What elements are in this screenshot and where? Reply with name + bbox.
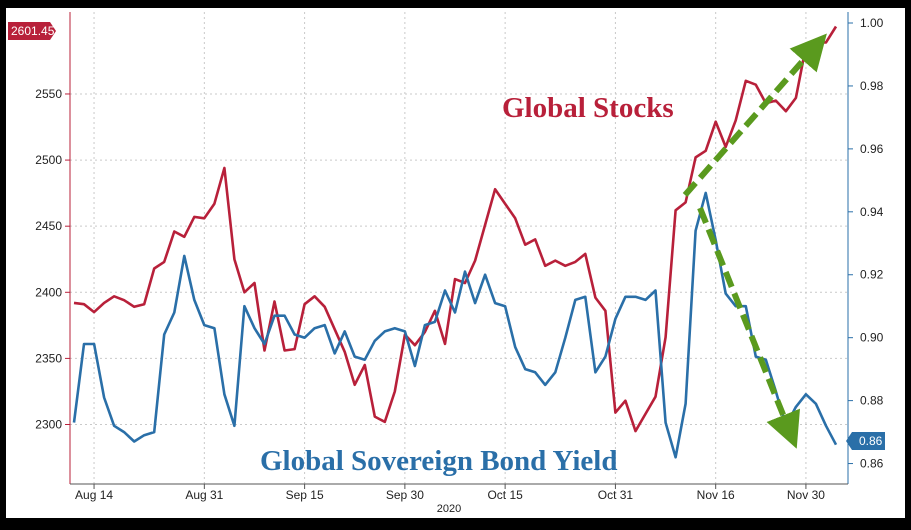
left-tick-label: 2400 (35, 285, 62, 299)
stocks-up-arrow (682, 33, 827, 197)
right-tick-label: 0.92 (860, 268, 884, 282)
yield-down-arrow (697, 206, 800, 449)
series-layer (72, 25, 838, 459)
right-last-value: 0.86 (859, 434, 883, 448)
x-tick-label: Sep 30 (386, 488, 424, 502)
right-tick-label: 1.00 (860, 16, 884, 30)
x-tick-label: Nov 16 (697, 488, 735, 502)
left-tick-label: 2450 (35, 219, 62, 233)
left-tick-label: 2300 (35, 418, 62, 432)
x-axis: Aug 14 Aug 31 Sep 15 Sep 30 Oct 15 Oct 31 Nov … (70, 483, 848, 502)
stocks-label: Global Stocks (502, 92, 674, 124)
x-tick-label: Oct 15 (487, 488, 523, 502)
right-tick-label: 0.88 (860, 394, 884, 408)
chart-panel (6, 8, 905, 518)
right-tick-label: 0.98 (860, 79, 884, 93)
grid (70, 12, 848, 484)
trend-arrows (682, 33, 827, 449)
bond-yield-line (72, 191, 838, 459)
left-tick-label: 2500 (35, 153, 62, 167)
right-axis: 0.86 0.88 0.90 0.92 0.94 0.96 0.98 1.00 (847, 12, 884, 484)
x-axis-year: 2020 (437, 503, 461, 515)
left-axis: 2300 2350 2400 2450 2500 2550 (35, 12, 71, 484)
left-tick-label: 2350 (35, 351, 62, 365)
right-tick-label: 0.94 (860, 205, 884, 219)
x-tick-label: Oct 31 (598, 488, 634, 502)
bond-yield-label: Global Sovereign Bond Yield (260, 445, 617, 477)
global-stocks-line (73, 25, 838, 433)
left-tick-label: 2550 (35, 87, 62, 101)
right-last-value-badge: 0.86 (846, 432, 885, 450)
right-tick-label: 0.86 (860, 457, 884, 471)
x-tick-label: Sep 15 (286, 488, 324, 502)
left-last-value: 2601.45 (11, 24, 55, 38)
x-tick-label: Aug 31 (185, 488, 223, 502)
left-last-value-badge: 2601.45 (8, 22, 56, 40)
x-tick-label: Aug 14 (75, 488, 113, 502)
x-tick-label: Nov 30 (787, 488, 825, 502)
right-tick-label: 0.96 (860, 142, 884, 156)
right-tick-label: 0.90 (860, 331, 884, 345)
